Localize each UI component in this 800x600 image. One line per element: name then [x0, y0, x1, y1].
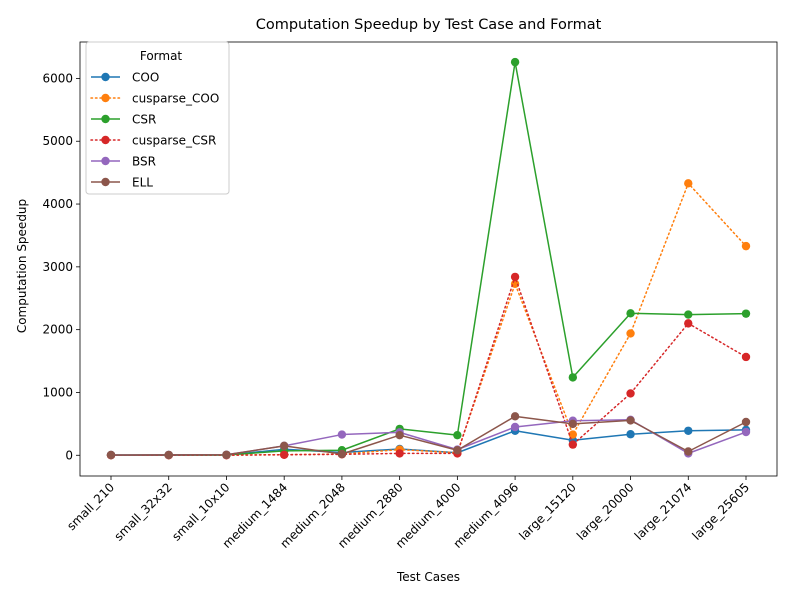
data-point-cusparse_CSR-large_25605	[741, 352, 751, 362]
legend-label-BSR: BSR	[132, 155, 156, 169]
y-tick-label: 5000	[42, 134, 73, 148]
series-line-cusparse_CSR	[110, 276, 747, 456]
data-point-COO-large_20000	[626, 430, 635, 439]
legend-marker-CSR	[101, 114, 110, 124]
data-point-ELL-small_210	[106, 450, 116, 460]
legend-label-cusparse_COO: cusparse_COO	[132, 92, 219, 106]
legend-label-ELL: ELL	[132, 176, 153, 190]
data-point-cusparse_COO-large_20000	[626, 329, 635, 338]
legend-marker-cusparse_COO	[101, 93, 110, 103]
legend-label-CSR: CSR	[132, 113, 156, 127]
y-tick-label: 3000	[42, 260, 73, 274]
data-point-ELL-medium_2880	[395, 430, 404, 440]
data-point-cusparse_CSR-medium_2880	[395, 449, 404, 458]
data-point-cusparse_CSR-large_15120	[568, 440, 578, 449]
legend-title: Format	[140, 49, 183, 63]
chart-title: Computation Speedup by Test Case and For…	[256, 17, 602, 33]
data-point-cusparse_COO-large_25605	[741, 241, 751, 251]
y-axis-title: Computation Speedup	[15, 199, 29, 333]
data-point-cusparse_COO-large_15120	[568, 430, 578, 439]
legend-marker-COO	[101, 72, 110, 82]
data-point-CSR-medium_4096	[510, 57, 520, 67]
data-point-ELL-large_25605	[741, 417, 751, 427]
legend-frame	[85, 41, 230, 195]
data-point-cusparse_CSR-medium_1484	[279, 450, 289, 459]
y-tick-label: 4000	[42, 197, 73, 211]
data-point-BSR-medium_2048	[337, 430, 347, 439]
y-tick-label: 1000	[42, 385, 73, 399]
legend-marker-BSR	[101, 156, 110, 166]
data-point-ELL-medium_2048	[337, 449, 347, 459]
plot-area	[106, 57, 751, 460]
series-line-ELL	[110, 415, 747, 456]
legend-label-COO: COO	[132, 71, 159, 85]
data-point-ELL-large_20000	[626, 416, 635, 425]
axes-frame	[79, 41, 778, 477]
data-point-ELL-large_15120	[568, 419, 578, 429]
data-point-BSR-medium_4096	[510, 422, 520, 432]
data-point-ELL-medium_1484	[279, 441, 289, 451]
y-tick-label: 6000	[42, 71, 73, 85]
data-point-CSR-large_21074	[684, 310, 693, 319]
data-point-ELL-large_21074	[684, 447, 693, 456]
x-axis-title: Test Cases	[396, 570, 460, 584]
series-line-cusparse_COO	[110, 182, 747, 456]
legend-label-cusparse_CSR: cusparse_CSR	[132, 134, 216, 148]
data-point-cusparse_CSR-large_20000	[626, 389, 635, 398]
data-point-BSR-large_25605	[741, 427, 751, 437]
data-point-ELL-medium_4000	[453, 446, 462, 455]
data-point-ELL-medium_4096	[510, 412, 520, 421]
data-point-CSR-large_25605	[741, 309, 751, 318]
data-point-COO-large_21074	[684, 426, 693, 435]
data-point-CSR-large_20000	[626, 309, 635, 318]
legend: Format COO cusparse_COO CSR cusparse_CSR BSR…	[85, 41, 230, 195]
legend-marker-cusparse_CSR	[101, 135, 110, 145]
data-point-cusparse_CSR-medium_4096	[510, 272, 520, 282]
data-point-cusparse_CSR-large_21074	[684, 319, 693, 328]
y-tick-label: 2000	[42, 323, 73, 337]
legend-marker-ELL	[101, 177, 110, 187]
data-point-ELL-small_32x32	[164, 450, 173, 460]
data-point-ELL-small_10x10	[222, 450, 231, 459]
data-point-cusparse_COO-large_21074	[684, 179, 693, 188]
data-point-CSR-large_15120	[568, 373, 578, 382]
y-tick-label: 0	[65, 448, 73, 462]
data-point-CSR-medium_4000	[453, 430, 462, 440]
